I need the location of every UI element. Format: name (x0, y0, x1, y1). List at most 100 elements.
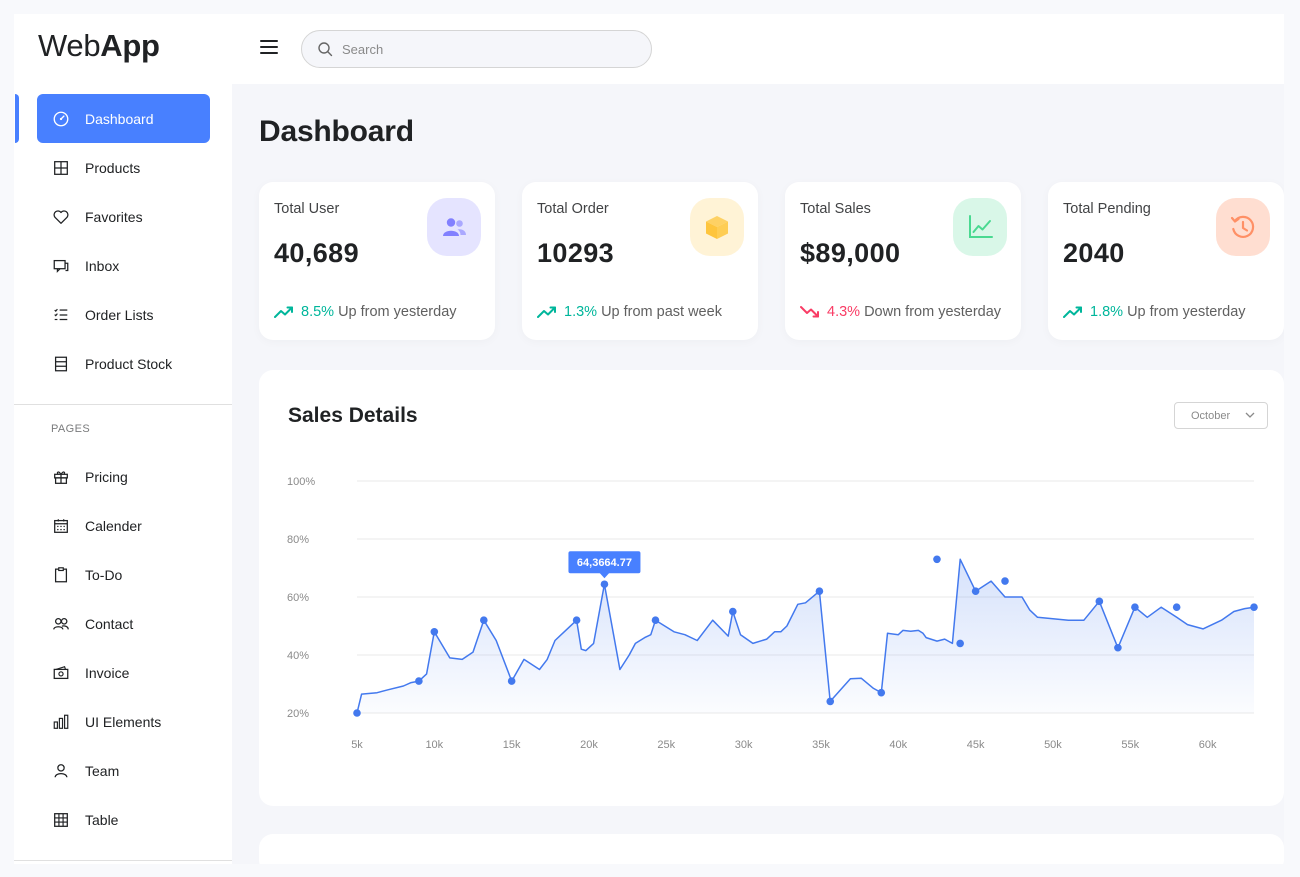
y-tick-label: 100% (287, 476, 315, 488)
trend-percent: 4.3% (827, 304, 861, 320)
trend-up-icon (537, 306, 556, 318)
sidebar-item-products[interactable]: Products (37, 143, 210, 192)
top-bar: WebApp (14, 14, 1284, 84)
sidebar-item-label: Products (85, 159, 141, 176)
data-point (430, 628, 439, 636)
gift-icon (51, 467, 71, 487)
pages-section-label: PAGES (51, 423, 91, 435)
sidebar-item-pricing[interactable]: Pricing (37, 452, 210, 501)
data-point (1172, 603, 1181, 611)
trend-up-icon (1063, 306, 1082, 318)
stat-card-total-sales: Total Sales $89,000 4.3% Down from yeste… (785, 182, 1021, 340)
active-indicator (15, 94, 19, 143)
trend-up-icon (274, 306, 293, 318)
search-bar (301, 30, 652, 68)
stat-card-total-pending: Total Pending 2040 1.8% Up from yesterda… (1048, 182, 1284, 340)
y-tick-label: 20% (287, 708, 309, 720)
user-icon (51, 761, 71, 781)
data-point (1250, 603, 1258, 611)
trend-indicator: 4.3% Down from yesterday (800, 304, 1001, 320)
data-point (1131, 603, 1139, 611)
users-icon (51, 614, 71, 634)
month-dropdown[interactable]: October (1174, 402, 1268, 429)
tooltip-box (568, 551, 641, 574)
sidebar-item-label: Invoice (85, 664, 130, 681)
box-icon (690, 198, 744, 256)
sidebar-item-order-lists[interactable]: Order Lists (37, 290, 210, 339)
x-tick-label: 35k (812, 739, 830, 751)
data-point (729, 607, 737, 616)
sidebar-item-table[interactable]: Table (37, 795, 210, 844)
invoice-icon (51, 663, 71, 683)
data-point (1001, 577, 1009, 585)
stat-value: 2040 (1063, 238, 1125, 268)
gauge-icon (51, 109, 71, 129)
sidebar-item-calender[interactable]: Calender (37, 501, 210, 550)
data-point (600, 580, 609, 589)
trend-text: Up from past week (601, 304, 722, 320)
grid-icon (51, 158, 71, 178)
trend-text: Up from yesterday (338, 304, 457, 320)
stat-value: 10293 (537, 238, 615, 268)
sidebar-item-label: Order Lists (85, 306, 154, 323)
inbox-icon (51, 256, 71, 276)
sidebar-divider (14, 860, 232, 861)
search-input[interactable] (342, 31, 642, 67)
sidebar-item-invoice[interactable]: Invoice (37, 648, 210, 697)
sidebar: Dashboard Products Favorites Inbox Order… (14, 84, 232, 864)
trend-percent: 1.3% (564, 304, 598, 320)
x-tick-label: 50k (1044, 739, 1062, 751)
heart-icon (51, 207, 71, 227)
sidebar-item-to-do[interactable]: To-Do (37, 550, 210, 599)
stock-icon (51, 354, 71, 374)
sidebar-item-label: Table (85, 811, 119, 828)
calendar-icon (51, 516, 71, 536)
sidebar-item-label: Calender (85, 517, 142, 534)
table-icon (51, 810, 71, 830)
x-tick-label: 20k (580, 739, 598, 751)
x-tick-label: 5k (351, 739, 363, 751)
chart-title: Sales Details (288, 404, 418, 427)
app-logo[interactable]: WebApp (38, 28, 160, 64)
data-point (826, 697, 835, 706)
sidebar-item-inbox[interactable]: Inbox (37, 241, 210, 290)
data-point (353, 709, 361, 717)
x-tick-label: 15k (503, 739, 521, 751)
stat-value: $89,000 (800, 238, 901, 268)
trend-down-icon (800, 306, 819, 318)
sidebar-item-ui-elements[interactable]: UI Elements (37, 697, 210, 746)
sidebar-item-team[interactable]: Team (37, 746, 210, 795)
tooltip-arrow (599, 572, 610, 579)
clipboard-icon (51, 565, 71, 585)
logo-bold: App (100, 28, 160, 63)
x-tick-label: 60k (1199, 739, 1217, 751)
sidebar-item-favorites[interactable]: Favorites (37, 192, 210, 241)
data-point (815, 587, 824, 595)
stat-label: Total Sales (800, 201, 871, 217)
data-point (933, 555, 941, 564)
trend-percent: 1.8% (1090, 304, 1124, 320)
sidebar-divider (14, 404, 232, 405)
search-icon (318, 42, 333, 57)
sidebar-item-product-stock[interactable]: Product Stock (37, 339, 210, 388)
stat-value: 40,689 (274, 238, 359, 268)
trend-text: Down from yesterday (864, 304, 1002, 320)
data-point (415, 677, 423, 685)
sidebar-item-contact[interactable]: Contact (37, 599, 210, 648)
data-point (651, 616, 660, 624)
stat-label: Total Pending (1063, 201, 1151, 217)
month-dropdown-value: October (1191, 409, 1231, 422)
stat-label: Total User (274, 201, 340, 217)
hamburger-menu-icon[interactable] (260, 40, 278, 56)
tooltip-label: 64,3664.77 (577, 557, 632, 569)
line-chart-icon (953, 198, 1007, 256)
x-tick-label: 25k (657, 739, 675, 751)
sidebar-item-dashboard[interactable]: Dashboard (37, 94, 210, 143)
sidebar-item-label: Inbox (85, 257, 120, 274)
y-tick-label: 80% (287, 534, 309, 546)
chevron-down-icon (1245, 412, 1255, 418)
sidebar-item-label: To-Do (85, 566, 123, 583)
data-point (1095, 597, 1104, 606)
x-tick-label: 30k (735, 739, 753, 751)
sidebar-item-label: Dashboard (85, 110, 154, 127)
